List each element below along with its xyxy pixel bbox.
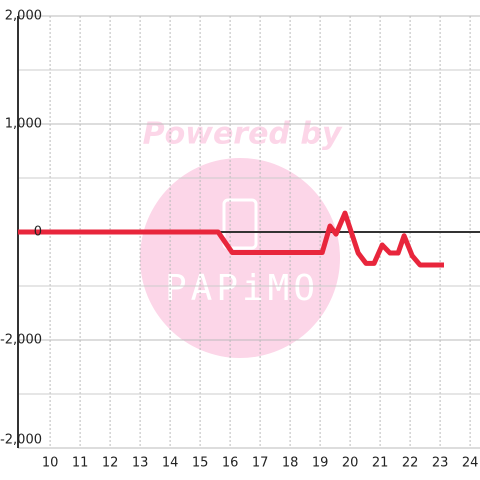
x-tick-label: 14 xyxy=(162,456,179,471)
x-tick-label: 11 xyxy=(72,456,89,471)
x-tick-label: 12 xyxy=(102,456,119,471)
x-tick-label: 22 xyxy=(402,456,419,471)
x-tick-label: 23 xyxy=(432,456,449,471)
x-tick-label: 17 xyxy=(252,456,269,471)
x-tick-label: 19 xyxy=(312,456,329,471)
data-line xyxy=(18,210,444,268)
x-tick-label: 16 xyxy=(222,456,239,471)
watermark-logo: PAPiMO xyxy=(165,268,319,309)
x-tick-label: 18 xyxy=(282,456,299,471)
watermark-text: Powered by xyxy=(143,117,343,152)
x-tick-label: 24 xyxy=(462,456,479,471)
x-tick-label: 13 xyxy=(132,456,149,471)
x-tick-label: 20 xyxy=(342,456,359,471)
y-tick-label: 2,000 xyxy=(5,9,42,24)
x-tick-label: 15 xyxy=(192,456,209,471)
watermark-icon xyxy=(222,198,258,250)
x-tick-label: 21 xyxy=(372,456,389,471)
y-tick-label: -2,000 xyxy=(0,433,42,448)
x-tick-label: 10 xyxy=(42,456,59,471)
y-tick-label: 1,000 xyxy=(5,117,42,132)
y-tick-label: 0 xyxy=(34,225,42,240)
y-tick-label: -2,000 xyxy=(0,333,42,348)
